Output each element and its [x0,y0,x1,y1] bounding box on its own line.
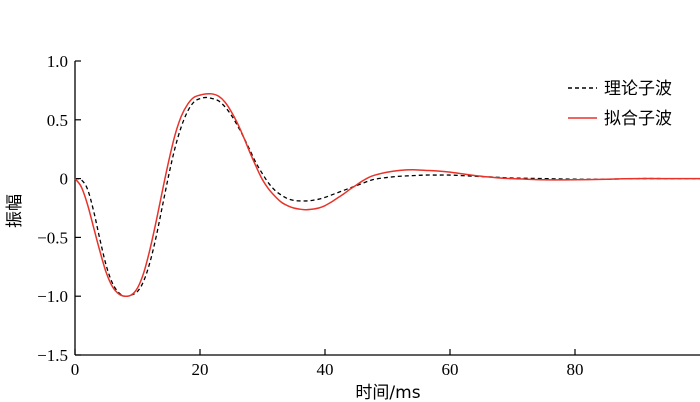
y-tick-label: 0 [60,170,69,189]
series-layer [74,92,700,298]
x-tick-label: 0 [71,360,80,379]
y-tick-label: −1.5 [37,346,68,365]
series-line-2 [74,92,700,298]
y-tick-label: −1.0 [37,287,68,306]
series-line-1 [74,96,700,297]
legend-label-2: 拟合子波 [604,109,672,129]
x-tick-label: 40 [317,360,334,379]
axes: 1.00.50−0.5−1.0−1.50 20 40 60 80 [37,52,700,379]
x-tick-label: 80 [567,360,584,379]
legend-label-1: 理论子波 [604,79,672,99]
x-tick-label: 60 [442,360,459,379]
y-axis-title: 振幅 [5,194,25,228]
x-tick-label: 20 [192,360,209,379]
y-tick-label: 0.5 [47,111,68,130]
y-tick-label: −0.5 [37,228,68,247]
x-axis-title: 时间/ms [355,383,420,402]
y-tick-label: 1.0 [47,52,68,71]
